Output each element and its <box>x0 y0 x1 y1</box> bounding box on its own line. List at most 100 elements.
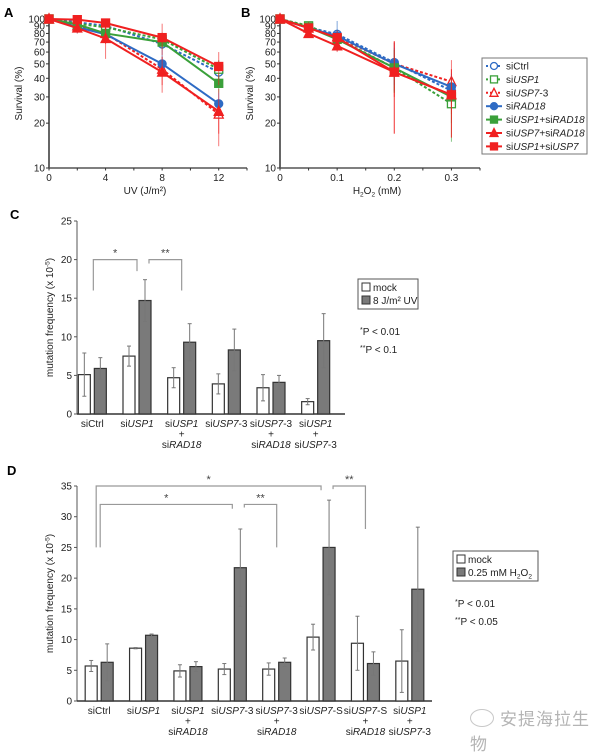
category-label: siUSP7-S <box>299 706 343 717</box>
category-label: siCtrl <box>81 419 104 430</box>
category-label: + <box>363 717 369 728</box>
data-point <box>331 39 343 51</box>
legend-label: siUSP7-3 <box>506 88 549 99</box>
y-tick-label: 10 <box>61 332 73 343</box>
significance-note: **P < 0.1 <box>360 345 398 356</box>
bar-group-mock <box>301 398 315 415</box>
panel-label-a: A <box>4 5 14 20</box>
x-tick-label: 0.2 <box>387 173 401 184</box>
category-label: siRAD18 <box>251 440 291 451</box>
x-axis-label: UV (J/m²) <box>124 186 167 197</box>
category-label: siCtrl <box>88 706 111 717</box>
y-tick-label: 100 <box>28 15 45 26</box>
legend-marker <box>489 102 499 111</box>
panel-c-mutation-uv: 0 5 10 15 20 25 mutation frequency (x 10-5​) si… <box>45 217 419 451</box>
bar-group-mock <box>262 662 276 702</box>
y-tick-label: 30 <box>265 92 277 103</box>
category-label: siUSP1 <box>299 419 332 430</box>
bar <box>128 647 143 702</box>
legend-marker <box>488 86 500 97</box>
y-tick-label: 40 <box>265 74 277 85</box>
category-label: siUSP7-S <box>344 706 388 717</box>
y-tick-label: 20 <box>61 574 73 585</box>
significance-bracket: * <box>99 492 233 548</box>
legend-item: siUSP7-3 <box>486 86 549 99</box>
category-label: + <box>407 717 413 728</box>
legend-label: 0.25 mM H2​O2​ <box>468 568 532 581</box>
significance-marker: * <box>206 474 211 486</box>
category-label: + <box>268 430 274 441</box>
significance-marker: ** <box>256 492 265 504</box>
significance-note: *P < 0.01 <box>455 599 496 610</box>
category-label: + <box>313 430 319 441</box>
x-tick-label: 0 <box>46 173 52 184</box>
category-label: siUSP7-3 <box>211 706 254 717</box>
legend-label: siUSP1+siUSP7 <box>506 142 579 153</box>
y-axis-label: Survival (%) <box>245 67 256 121</box>
bracket-line <box>148 259 183 291</box>
y-tick-label: 0 <box>66 697 72 708</box>
legend-marker <box>489 75 499 84</box>
bracket-line <box>95 485 322 548</box>
bar <box>144 634 159 702</box>
bracket-line <box>99 503 233 548</box>
legend-item: siUSP1+siUSP7 <box>486 142 579 153</box>
data-point <box>71 21 83 33</box>
data-point <box>157 32 167 43</box>
bar-group-mock <box>77 352 91 415</box>
series-siusp1-siusp7 <box>275 14 457 138</box>
category-label: siUSP7-3 <box>205 419 248 430</box>
significance-note: *P < 0.01 <box>360 327 401 338</box>
category-label: siUSP1 <box>165 419 198 430</box>
panel-label-c: C <box>10 207 20 222</box>
bar-group-0-25-mm-h-o- <box>233 528 247 702</box>
legend-swatch <box>361 295 371 305</box>
legend-item: siCtrl <box>486 62 529 73</box>
category-label: + <box>274 717 280 728</box>
bracket-line <box>92 259 138 291</box>
y-tick-label: 0 <box>66 410 72 421</box>
legend-marker <box>488 127 500 138</box>
series-sictrl <box>275 14 457 109</box>
y-tick-label: 60 <box>34 48 46 59</box>
category-label: siUSP7-3 <box>250 419 293 430</box>
y-tick-label: 70 <box>34 38 46 49</box>
legend-marker <box>489 142 499 151</box>
data-point <box>156 65 168 77</box>
legend-swatch <box>361 282 371 292</box>
x-tick-label: 12 <box>213 173 225 184</box>
category-label: siUSP1 <box>393 706 426 717</box>
legend-label: mock <box>468 555 493 566</box>
data-point <box>303 26 315 39</box>
bar-group-mock <box>350 615 365 702</box>
panel-d-mutation-h2o2: 0 5 10 15 20 25 30 35 mutation frequency (x 10-5… <box>45 474 539 738</box>
legend-marker <box>489 115 499 124</box>
panel-label-d: D <box>7 463 16 478</box>
y-tick-label: 35 <box>61 482 73 493</box>
data-point <box>214 61 224 72</box>
bar-group-8-j-m-uv <box>183 323 197 415</box>
y-tick-label: 5 <box>66 666 72 677</box>
y-tick-label: 70 <box>265 38 277 49</box>
data-point <box>389 67 399 77</box>
series-siusp7-3 <box>274 12 457 115</box>
y-tick-label: 100 <box>259 15 276 26</box>
bar-group-0-25-mm-h-o- <box>366 651 381 702</box>
category-label: siUSP7-3 <box>295 440 338 451</box>
bar-group-0-25-mm-h-o- <box>278 657 292 702</box>
y-tick-label: 5 <box>66 371 72 382</box>
y-tick-label: 10 <box>265 164 277 175</box>
x-tick-label: 0 <box>277 173 283 184</box>
significance-bracket: ** <box>148 248 183 291</box>
bar-group-mock <box>167 367 181 415</box>
y-tick-label: 90 <box>265 21 277 32</box>
category-label: siRAD18 <box>346 727 386 738</box>
legend-label: siUSP7+siRAD18 <box>506 129 585 140</box>
y-tick-label: 30 <box>61 512 73 523</box>
x-axis-label: H2​O2​ (mM) <box>353 186 401 199</box>
y-tick-label: 25 <box>61 217 73 228</box>
bar-group-0-25-mm-h-o- <box>189 661 203 702</box>
legend-label: siRAD18 <box>506 102 546 113</box>
